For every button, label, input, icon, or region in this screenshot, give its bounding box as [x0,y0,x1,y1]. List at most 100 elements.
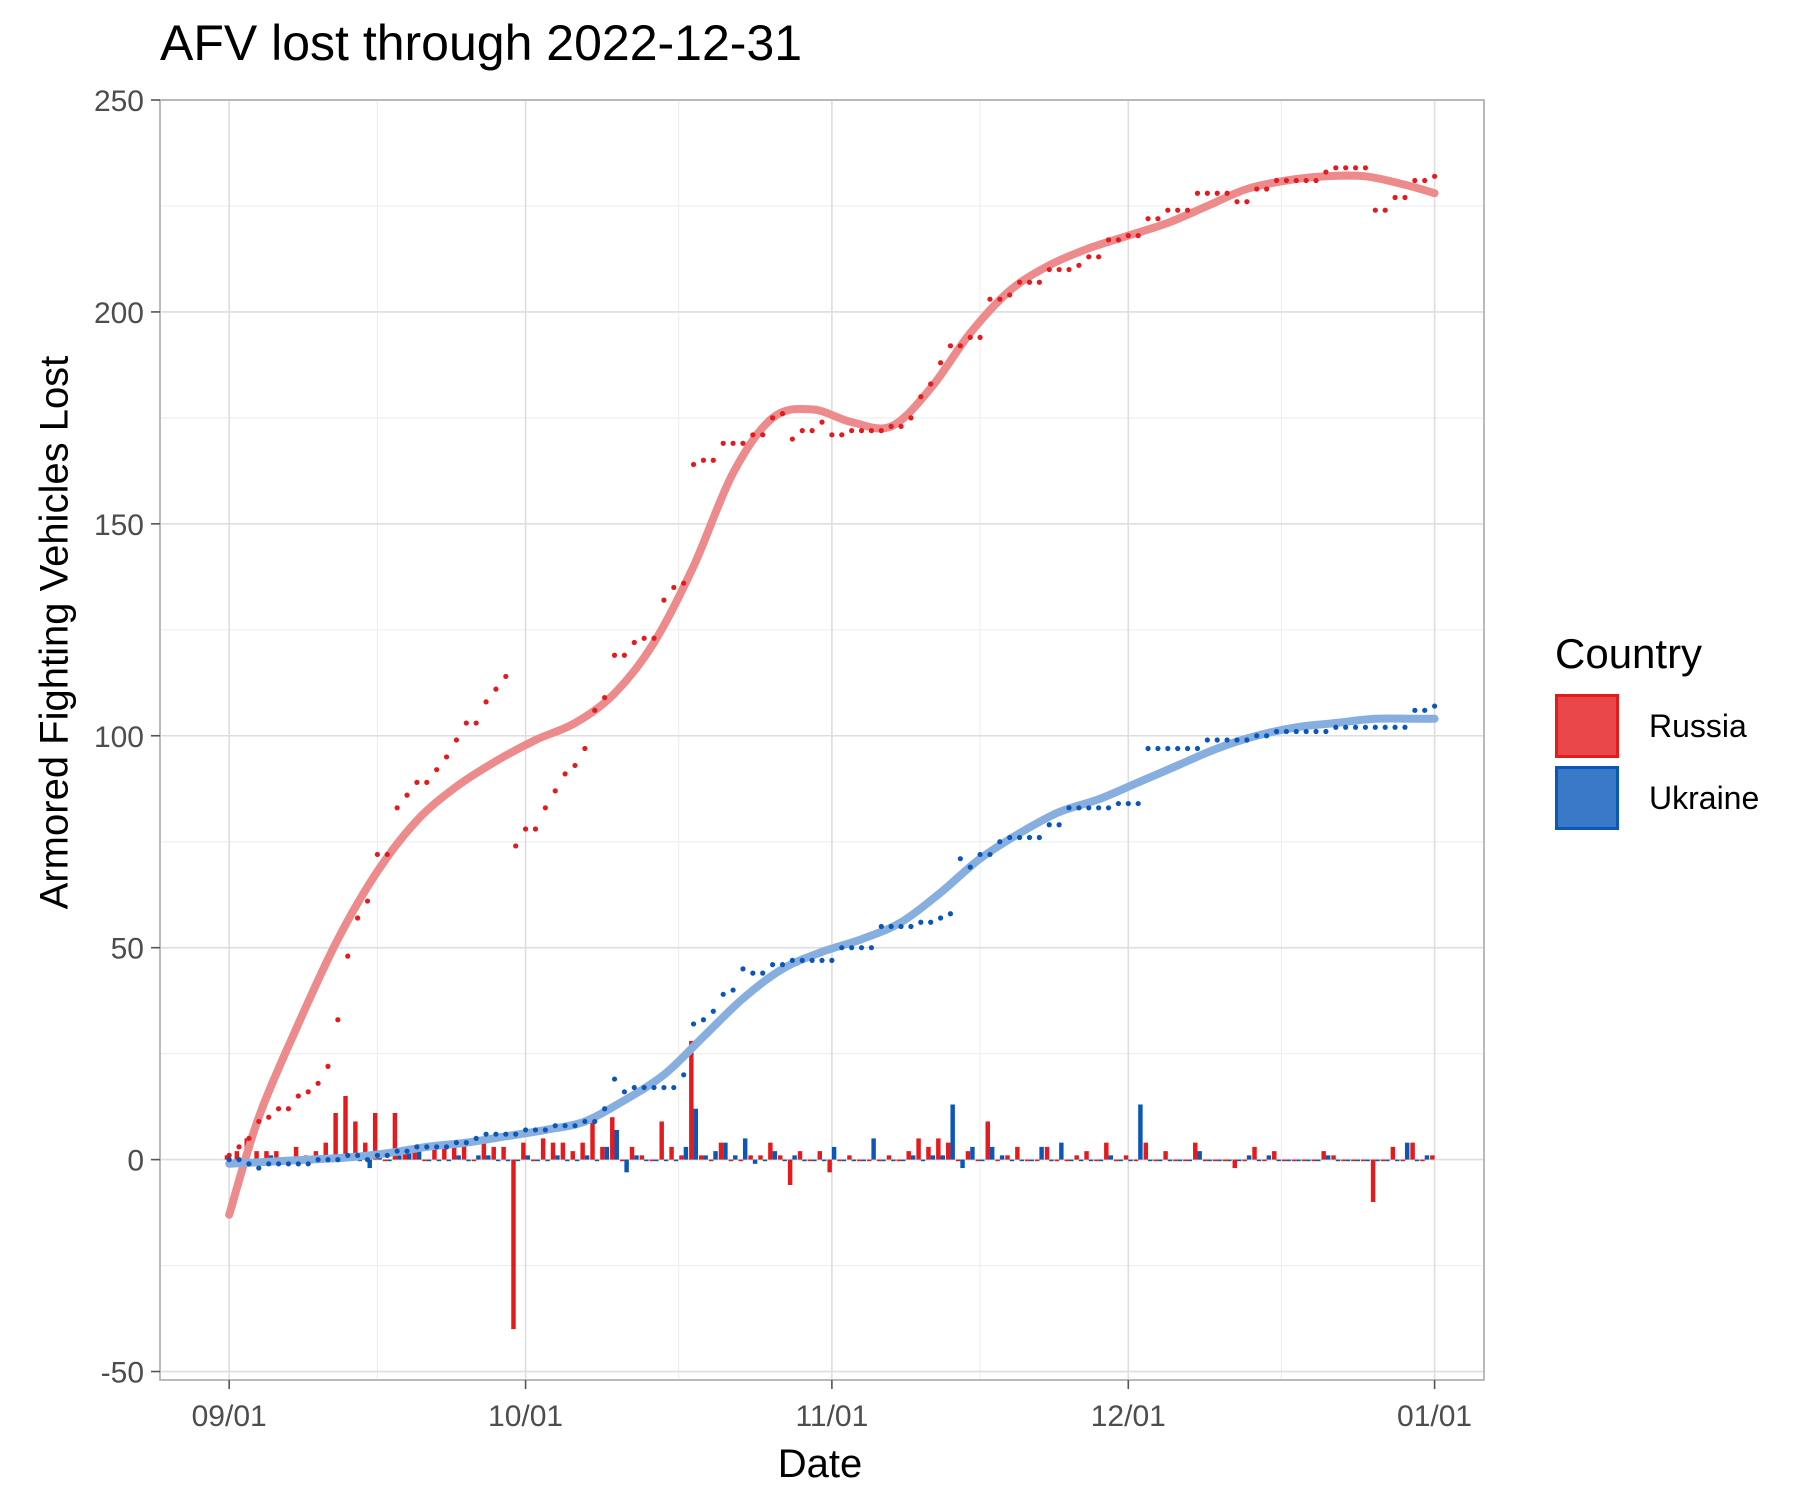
point-ukraine [266,1161,272,1167]
point-ukraine [1283,728,1289,735]
bar-russia [639,1155,645,1160]
point-ukraine [779,962,786,968]
point-russia [1066,266,1072,273]
bar-russia [560,1142,566,1160]
bar-russia [372,1112,378,1160]
bar-russia [1123,1155,1129,1160]
bar-russia [817,1151,822,1160]
bar-russia [679,1155,684,1160]
point-ukraine [839,945,845,951]
bar-ukraine [1355,1159,1360,1162]
point-ukraine [690,1021,697,1027]
bar-ukraine [614,1129,619,1160]
bar-ukraine [505,1159,511,1162]
trend-line-russia [225,171,1439,1219]
y-tick-label: 50 [111,933,144,966]
bar-russia [1153,1159,1158,1162]
point-ukraine [443,1144,450,1150]
point-ukraine [898,923,904,930]
point-ukraine [522,1127,529,1133]
minor-gridlines [160,100,1484,1380]
point-russia [997,296,1003,302]
bar-russia [1104,1142,1109,1160]
bar-russia [946,1142,951,1160]
point-russia [1313,177,1319,184]
bar-russia [363,1142,368,1160]
bar-russia [501,1146,506,1160]
point-russia [1175,207,1181,213]
bar-ukraine [1049,1159,1054,1162]
bar-ukraine [466,1159,471,1162]
point-russia [1076,262,1082,268]
point-russia [394,805,400,811]
point-russia [315,1080,321,1086]
point-ukraine [888,923,894,930]
bar-russia [570,1151,575,1160]
point-ukraine [345,1152,351,1158]
bar-russia [1390,1146,1396,1160]
point-ukraine [937,915,944,921]
point-russia [839,432,845,438]
bar-ukraine [792,1155,797,1160]
bar-ukraine [663,1159,669,1162]
bar-russia [1281,1159,1287,1162]
bar-russia [1143,1142,1149,1160]
bar-russia [353,1121,358,1160]
bar-ukraine [1296,1159,1301,1162]
bar-russia [234,1151,240,1160]
point-russia [829,432,835,438]
point-russia [878,428,884,434]
bar-russia [1193,1142,1198,1160]
point-russia [1096,254,1102,260]
bar-russia [1301,1159,1307,1162]
bar-russia [778,1155,783,1160]
point-ukraine [503,1131,509,1137]
point-russia [730,440,736,446]
bar-russia [975,1159,981,1162]
cumulative-points [226,165,1438,1171]
bar-russia [511,1159,516,1330]
bar-ukraine [1365,1159,1370,1162]
bar-russia [1331,1155,1336,1160]
bar-ukraine [495,1159,501,1162]
bar-ukraine [1306,1159,1311,1162]
point-russia [1017,279,1023,285]
bar-russia [224,1155,230,1160]
point-ukraine [562,1123,568,1129]
bar-russia [659,1121,664,1160]
point-ukraine [641,1084,647,1091]
bar-russia [442,1146,447,1160]
bar-ukraine [1276,1159,1281,1162]
point-ukraine [532,1127,539,1133]
point-russia [631,639,637,646]
point-ukraine [1264,733,1270,739]
bar-russia [718,1142,724,1160]
point-russia [700,457,707,463]
point-russia [750,432,756,438]
bar-russia [728,1159,734,1162]
point-ukraine [1076,805,1082,811]
point-ukraine [1056,822,1062,828]
legend-label-ukraine: Ukraine [1649,779,1760,816]
point-russia [1105,237,1112,243]
point-ukraine [1017,834,1023,841]
y-axis-ticks: -50 0 50 100 150 200 250 [94,85,160,1390]
bar-ukraine [446,1159,451,1162]
point-ukraine [858,945,865,951]
point-russia [345,953,351,959]
bar-russia [1094,1159,1099,1162]
point-ukraine [552,1123,558,1129]
point-russia [1293,177,1299,184]
point-russia [1352,165,1359,171]
point-ukraine [918,919,924,925]
bar-ukraine [723,1142,728,1160]
point-russia [868,428,875,434]
bar-russia [847,1155,852,1160]
point-russia [1145,216,1151,222]
point-russia [1412,177,1418,184]
bar-russia [333,1112,338,1160]
bar-russia [451,1142,457,1160]
bar-ukraine [999,1155,1005,1160]
point-ukraine [829,957,835,964]
